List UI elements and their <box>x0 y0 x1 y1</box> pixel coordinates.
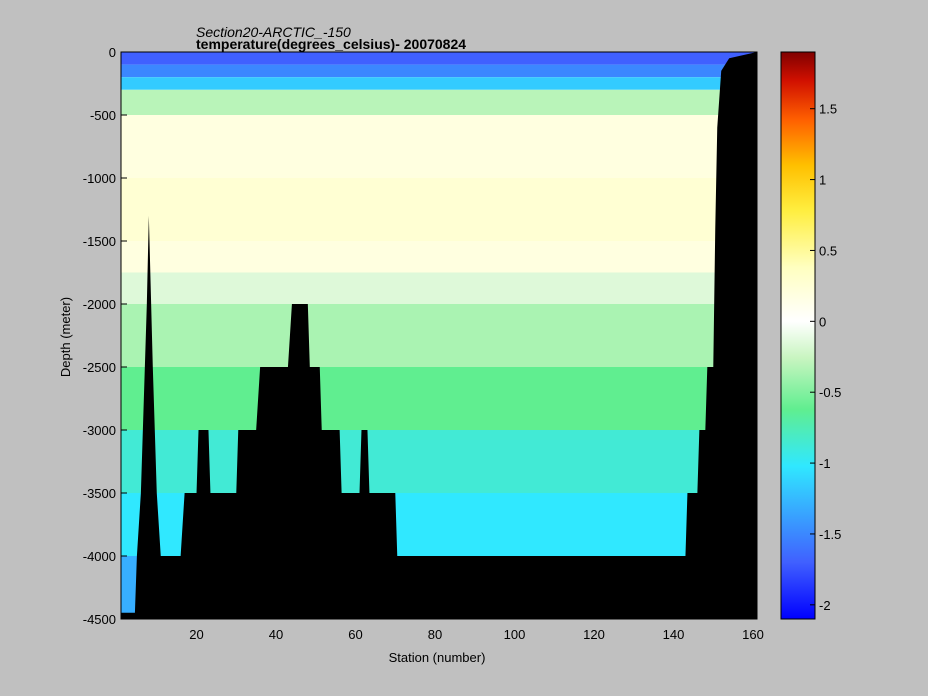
seafloor <box>121 52 757 619</box>
x-tick-label: 120 <box>583 627 605 642</box>
temperature-layer-3 <box>121 89 757 115</box>
x-tick-label: 100 <box>504 627 526 642</box>
colorbar-tick-label: -1.5 <box>819 527 841 542</box>
temperature-layer-10 <box>121 430 757 493</box>
temperature-layer-9 <box>121 367 757 430</box>
y-axis: 0 -500 -1000 -1500 -2000 -2500 -3000 -3500 -4000… <box>83 45 127 627</box>
colorbar-tick-label: 0.5 <box>819 243 837 258</box>
temperature-layer-5 <box>121 178 757 241</box>
y-tick-label: -2000 <box>83 297 116 312</box>
y-tick-label: -4000 <box>83 549 116 564</box>
x-tick-label: 80 <box>428 627 442 642</box>
colorbar-tick-label: -2 <box>819 598 831 613</box>
colorbar-axis: 1.5 1 0.5 0 -0.5 -1 -1.5 -2 <box>810 102 841 613</box>
x-axis-label: Station (number) <box>389 650 486 665</box>
y-tick-label: 0 <box>109 45 116 60</box>
plot-frame <box>120 51 758 620</box>
y-tick-label: -4500 <box>83 612 116 627</box>
x-tick-label: 40 <box>269 627 283 642</box>
y-tick-label: -500 <box>90 108 116 123</box>
y-axis-label: Depth (meter) <box>58 297 73 377</box>
y-tick-label: -3000 <box>83 423 116 438</box>
x-tick-label: 160 <box>742 627 764 642</box>
temperature-layer-1 <box>121 64 757 78</box>
chart-subtitle: temperature(degrees_celsius)- 20070824 <box>196 36 466 52</box>
temperature-layer-2 <box>121 77 757 90</box>
temperature-layer-7 <box>121 272 757 304</box>
temperature-layer-4 <box>121 115 757 178</box>
temperature-layer-8 <box>121 304 757 367</box>
temperature-layer-6 <box>121 241 757 273</box>
y-tick-label: -3500 <box>83 486 116 501</box>
colorbar-tick-label: 1.5 <box>819 102 837 117</box>
y-tick-label: -1500 <box>83 234 116 249</box>
colorbar-tick-label: 0 <box>819 314 826 329</box>
x-axis: 20 40 60 80 100 120 140 160 <box>189 613 764 642</box>
temperature-layer-0 <box>121 52 757 65</box>
x-tick-label: 20 <box>189 627 203 642</box>
x-tick-label: 140 <box>663 627 685 642</box>
y-tick-label: -1000 <box>83 171 116 186</box>
colorbar-tick-label: -1 <box>819 456 831 471</box>
colorbar-tick-label: 1 <box>819 173 826 188</box>
colorbar-tick-label: -0.5 <box>819 385 841 400</box>
colorbar <box>780 51 816 620</box>
y-tick-label: -2500 <box>83 360 116 375</box>
x-tick-label: 60 <box>348 627 362 642</box>
chart-title: Section20-ARCTIC_-150 <box>196 24 351 40</box>
